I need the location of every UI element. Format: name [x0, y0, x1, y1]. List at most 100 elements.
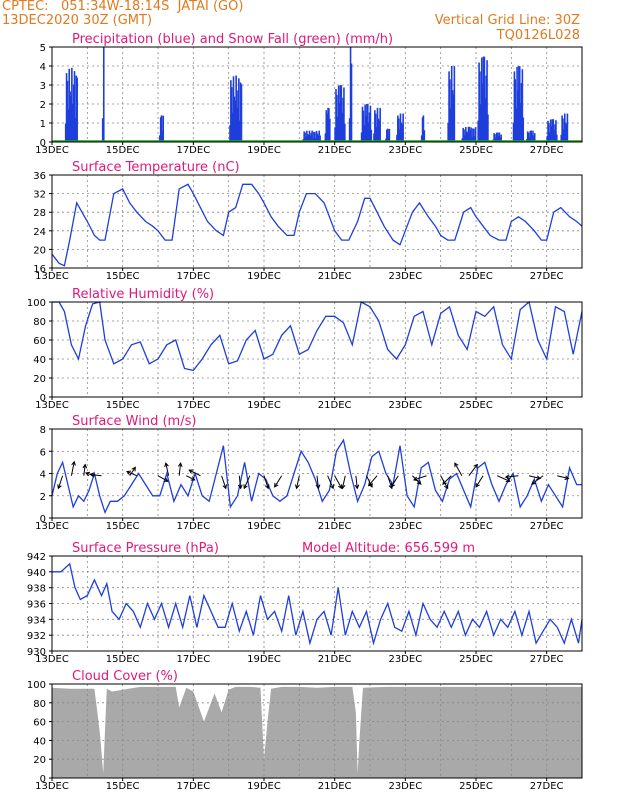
precip-bar: [318, 130, 321, 142]
x-tick-label: 13DEC: [35, 781, 69, 792]
y-tick-label: 28: [33, 208, 46, 219]
y-tick-label: 0: [40, 774, 46, 785]
precip-bar: [161, 130, 164, 142]
precip-bar: [310, 133, 313, 142]
precip-bar: [325, 110, 328, 142]
wind-arrow-head: [57, 484, 62, 490]
wind-arrow-head: [329, 484, 335, 490]
wind-arrow: [296, 475, 300, 489]
precip-bar: [71, 104, 74, 142]
x-tick-label: 27DEC: [530, 271, 564, 282]
x-tick-label: 25DEC: [459, 654, 493, 665]
wind-arrow: [390, 475, 399, 488]
precip-bar: [327, 107, 329, 142]
precip-bar: [313, 131, 315, 142]
precip-bar: [527, 132, 530, 142]
precip-bar: [548, 131, 551, 142]
x-tick-label: 23DEC: [388, 781, 422, 792]
wind-arrow-head: [264, 484, 270, 490]
wind-arrow: [454, 462, 463, 476]
precip-bar: [69, 91, 71, 142]
wind-arrow: [178, 463, 182, 476]
wind-arrow-head: [390, 482, 395, 488]
x-tick-label: 15DEC: [106, 781, 140, 792]
wind-arrow: [557, 475, 569, 480]
precip-bar: [336, 94, 338, 142]
precip-bar: [335, 89, 337, 142]
wind-arrow-head: [505, 477, 511, 483]
precip-bar: [512, 123, 515, 142]
x-tick-label: 25DEC: [459, 271, 493, 282]
precip-bar: [315, 130, 318, 142]
x-tick-label: 15DEC: [106, 145, 140, 156]
x-tick-label: 27DEC: [530, 521, 564, 532]
wind-arrow: [83, 464, 86, 476]
precip-bar: [550, 126, 553, 142]
x-tick-label: 27DEC: [530, 781, 564, 792]
y-tick-label: 40: [33, 736, 46, 747]
wind-arrow-head: [416, 480, 422, 485]
precip-bar: [307, 134, 310, 142]
precip-bar: [518, 66, 520, 142]
precip-bar: [396, 134, 398, 142]
precip-bar: [472, 128, 475, 142]
precip-bar: [344, 123, 346, 142]
wind-arrow: [316, 475, 319, 489]
y-tick-label: 16: [33, 264, 46, 275]
precip-bar: [229, 125, 231, 142]
precip-bar: [374, 110, 376, 142]
precip-bar: [339, 85, 342, 142]
wind-arrow: [442, 475, 452, 485]
precip-bar: [483, 56, 486, 143]
wind-arrow-head: [367, 481, 373, 487]
precip-bar: [480, 57, 483, 143]
precip-bar: [71, 67, 73, 142]
x-tick-label: 23DEC: [388, 654, 422, 665]
y-tick-label: 4: [40, 62, 46, 73]
wind-arrow-head: [82, 463, 88, 469]
precip-bar: [76, 77, 78, 142]
y-tick-label: 40: [33, 355, 46, 366]
precip-bar: [453, 66, 456, 142]
temperature-line: [51, 183, 583, 267]
wind-arrow-head: [504, 474, 510, 480]
y-tick-label: 934: [27, 615, 46, 626]
x-tick-label: 25DEC: [459, 145, 493, 156]
precip-bar: [386, 128, 389, 142]
precip-bar: [386, 129, 388, 142]
precip-bar: [529, 130, 532, 142]
y-tick-label: 8: [40, 425, 46, 436]
y-tick-label: 2: [40, 100, 46, 111]
y-tick-label: 4: [40, 470, 46, 481]
precip-bar: [363, 125, 366, 142]
precip-bar: [547, 120, 549, 142]
wind-arrow-head: [71, 460, 76, 466]
precip-bar: [480, 104, 482, 142]
precip-bar: [465, 131, 468, 142]
precip-bar: [375, 126, 378, 142]
wind-arrow: [188, 469, 201, 477]
x-tick-label: 21DEC: [318, 400, 352, 411]
precip-bar: [233, 96, 236, 142]
wind-arrow: [355, 475, 358, 489]
precip-bar: [326, 113, 328, 142]
y-tick-label: 100: [27, 298, 46, 309]
wind-arrow-head: [237, 484, 243, 490]
x-tick-label: 19DEC: [247, 781, 281, 792]
x-tick-label: 15DEC: [106, 654, 140, 665]
x-tick-label: 23DEC: [388, 400, 422, 411]
x-tick-label: 27DEC: [530, 145, 564, 156]
x-tick-label: 17DEC: [176, 271, 210, 282]
precip-bar: [555, 120, 557, 142]
x-tick-label: 13DEC: [35, 271, 69, 282]
wind-arrow: [334, 475, 343, 489]
x-tick-label: 25DEC: [459, 781, 493, 792]
precip-bar: [75, 75, 78, 142]
wind-arrow-head: [473, 463, 478, 469]
precip-bar: [334, 127, 336, 142]
precip-bar: [68, 68, 71, 142]
precip-bar: [377, 118, 380, 142]
precip-bar: [308, 130, 311, 142]
wind-arrow-head: [190, 476, 196, 481]
wind-arrow-head: [454, 462, 459, 468]
